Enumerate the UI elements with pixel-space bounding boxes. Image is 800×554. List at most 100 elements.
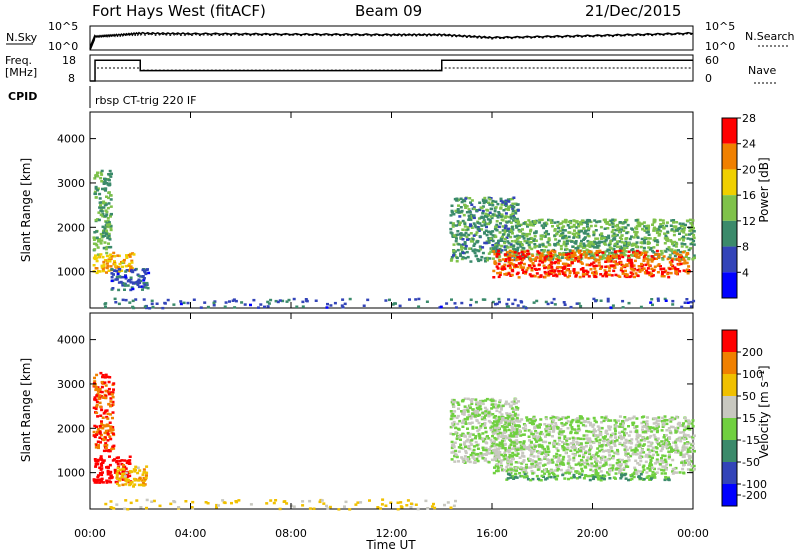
data-cell — [608, 266, 612, 270]
data-cell — [639, 253, 643, 256]
data-cell — [625, 218, 629, 222]
data-cell — [501, 233, 505, 236]
data-cell — [673, 240, 677, 244]
data-cell — [103, 201, 107, 205]
data-cell — [123, 465, 127, 469]
data-cell — [543, 455, 547, 459]
data-cell — [607, 426, 611, 429]
data-cell — [628, 261, 632, 265]
data-cell — [540, 249, 544, 252]
data-cell — [655, 249, 659, 253]
data-cell — [109, 400, 113, 403]
data-cell — [117, 484, 121, 487]
data-cell — [692, 254, 696, 257]
data-cell — [512, 408, 516, 412]
data-cell — [515, 476, 519, 479]
data-cell — [678, 436, 682, 439]
data-cell — [469, 432, 473, 436]
data-cell — [108, 449, 112, 453]
data-cell — [561, 220, 565, 223]
data-cell — [562, 235, 566, 239]
data-cell — [512, 263, 516, 266]
data-cell — [545, 425, 549, 428]
data-cell — [505, 417, 509, 420]
data-cell — [504, 208, 508, 211]
data-cell — [449, 259, 453, 262]
data-cell — [519, 266, 523, 269]
data-cell — [596, 476, 600, 480]
data-cell — [109, 215, 112, 218]
data-cell — [479, 407, 483, 411]
data-cell — [95, 425, 98, 428]
nsky-right-tick-top: 10^5 — [705, 20, 735, 33]
data-cell — [493, 252, 497, 256]
data-cell — [145, 281, 149, 285]
data-cell — [679, 431, 683, 434]
data-cell — [665, 463, 669, 466]
data-cell — [625, 448, 629, 452]
data-cell — [137, 285, 141, 289]
data-cell — [488, 203, 492, 206]
data-cell — [496, 267, 500, 270]
data-cell — [491, 397, 495, 401]
data-cell — [460, 243, 463, 247]
data-cell — [96, 445, 100, 449]
data-cell — [512, 206, 516, 209]
data-cell — [682, 422, 685, 425]
data-cell — [638, 456, 642, 459]
data-cell — [594, 453, 598, 456]
colorbar-swatch — [722, 352, 737, 374]
data-cell — [558, 454, 562, 457]
data-cell — [642, 246, 646, 250]
data-cell — [602, 477, 606, 481]
data-cell — [605, 249, 609, 253]
data-cell — [663, 297, 667, 301]
data-cell — [100, 422, 104, 426]
data-cell — [368, 499, 371, 502]
data-cell — [656, 299, 660, 302]
data-cell — [520, 462, 524, 465]
data-cell — [458, 221, 462, 224]
data-cell — [532, 455, 536, 458]
data-cell — [562, 448, 566, 452]
data-cell — [101, 424, 105, 427]
data-cell — [545, 255, 549, 258]
data-cell — [109, 226, 113, 229]
data-cell — [116, 466, 120, 470]
data-cell — [617, 254, 621, 258]
data-cell — [645, 471, 649, 474]
data-cell — [567, 256, 571, 259]
data-cell — [516, 209, 520, 212]
data-cell — [473, 411, 477, 415]
data-cell — [147, 271, 151, 275]
y-tick-label: 3000 — [57, 177, 85, 190]
data-cell — [614, 451, 618, 454]
data-cell — [508, 256, 511, 260]
data-cell — [135, 499, 139, 502]
data-cell — [127, 253, 131, 257]
data-cell — [452, 423, 456, 426]
data-cell — [613, 444, 617, 447]
data-cell — [524, 424, 527, 427]
data-cell — [325, 306, 329, 309]
data-cell — [531, 258, 535, 261]
data-cell — [595, 249, 599, 253]
data-cell — [426, 507, 430, 510]
data-cell — [518, 420, 522, 423]
data-cell — [612, 269, 616, 273]
data-cell — [594, 229, 598, 232]
data-cell — [603, 227, 607, 230]
data-cell — [509, 466, 513, 470]
data-cell — [525, 232, 529, 236]
data-cell — [574, 257, 578, 260]
data-cell — [529, 223, 533, 227]
data-cell — [482, 440, 485, 443]
data-cell — [362, 304, 366, 307]
data-cell — [672, 471, 676, 474]
data-cell — [136, 283, 140, 287]
data-cell — [587, 464, 591, 467]
data-cell — [671, 418, 675, 421]
data-cell — [140, 483, 144, 487]
data-cell — [485, 450, 489, 454]
